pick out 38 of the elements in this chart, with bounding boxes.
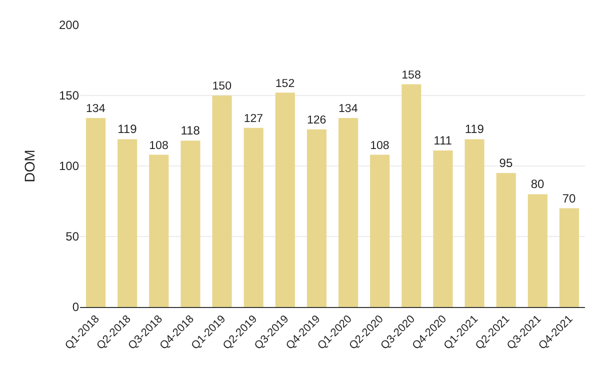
y-tick-label: 150 xyxy=(58,88,80,103)
bar xyxy=(180,140,200,307)
data-label: 119 xyxy=(118,122,138,136)
bar xyxy=(118,139,138,307)
bar xyxy=(212,96,232,307)
data-label: 111 xyxy=(434,133,452,148)
y-tick-label: 0 xyxy=(72,300,80,314)
data-label: 134 xyxy=(86,103,106,116)
data-label: 80 xyxy=(530,177,544,192)
data-label: 152 xyxy=(275,78,295,90)
data-label: 70 xyxy=(562,191,576,206)
bar xyxy=(402,84,422,307)
data-label: 158 xyxy=(402,69,421,82)
bar xyxy=(149,154,169,307)
bar xyxy=(433,150,453,307)
data-label: 95 xyxy=(499,156,513,170)
bar xyxy=(244,128,264,307)
data-label: 126 xyxy=(306,114,326,126)
y-tick-label: 100 xyxy=(58,159,80,174)
y-tick-label: 50 xyxy=(66,230,80,244)
data-label: 108 xyxy=(149,140,168,152)
bar xyxy=(528,194,548,307)
data-label: 118 xyxy=(180,124,200,138)
bar xyxy=(306,129,326,307)
bar xyxy=(559,208,579,307)
bar xyxy=(464,139,484,307)
bar xyxy=(496,173,516,307)
y-axis-title: DOM xyxy=(22,150,38,182)
data-label: 108 xyxy=(370,140,390,152)
bar xyxy=(370,154,390,307)
bar xyxy=(338,118,358,307)
data-label: 134 xyxy=(338,103,358,116)
data-label: 119 xyxy=(464,122,484,136)
bar xyxy=(86,118,106,307)
y-tick-label: 200 xyxy=(58,18,80,32)
data-label: 150 xyxy=(212,80,232,93)
bar xyxy=(275,92,295,307)
data-label: 127 xyxy=(244,113,264,126)
